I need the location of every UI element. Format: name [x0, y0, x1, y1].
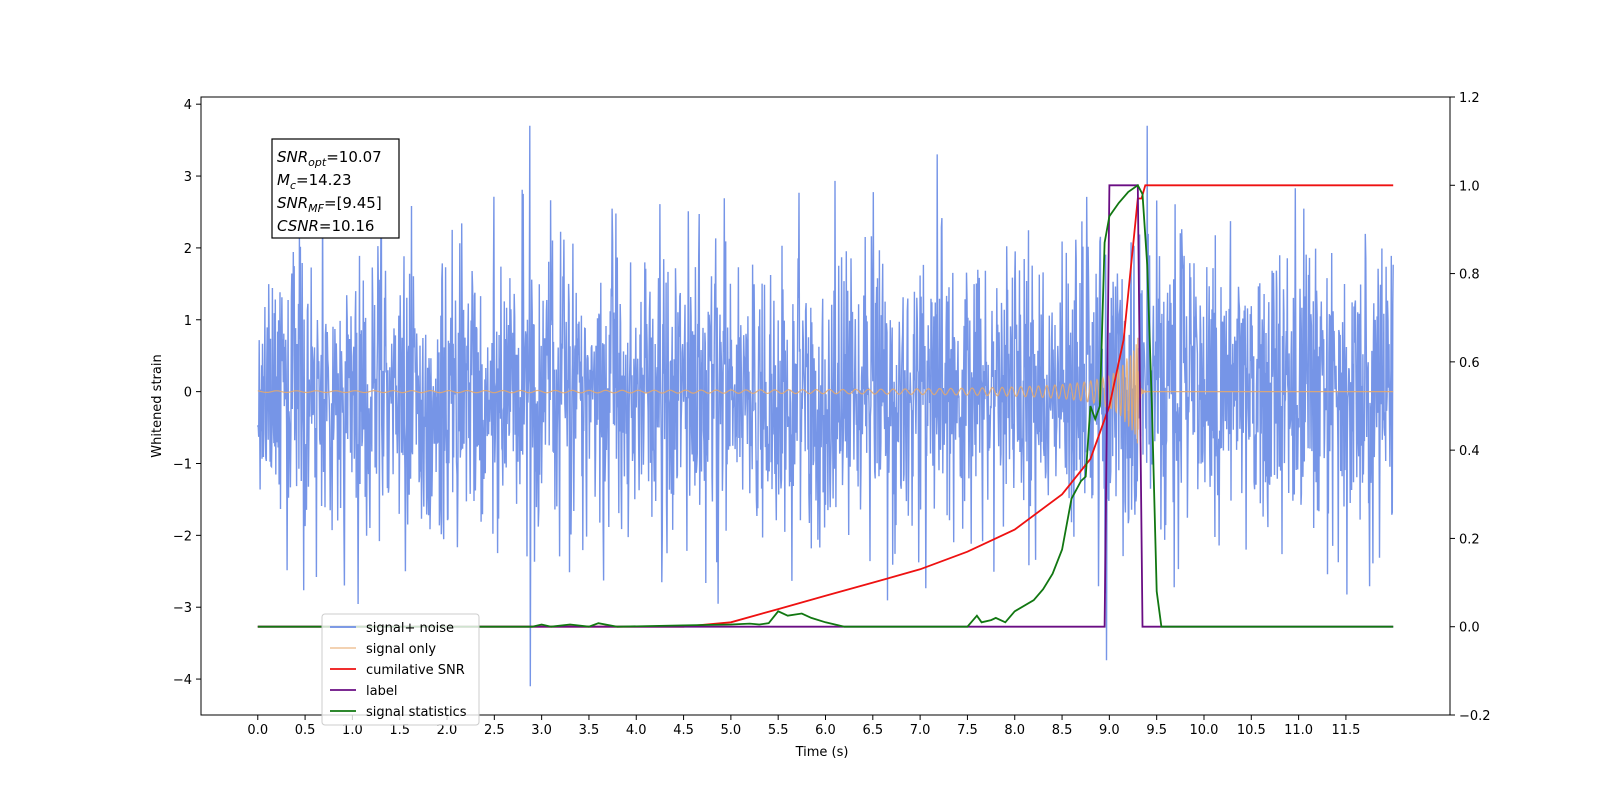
legend-label: label	[366, 684, 397, 699]
x-tick-label: 9.0	[1099, 723, 1120, 738]
x-tick-label: 8.5	[1052, 723, 1073, 738]
legend-label: cumilative SNR	[366, 663, 465, 678]
x-tick-label: 8.0	[1004, 723, 1025, 738]
x-tick-label: 1.0	[342, 723, 363, 738]
y-axis-label: Whitened strain	[150, 354, 165, 457]
y-tick-label: −3	[173, 601, 192, 616]
y-tick-label: 3	[184, 170, 192, 185]
y-tick-label: 0	[184, 386, 192, 401]
x-tick-label: 1.5	[389, 723, 410, 738]
annotation-line: CSNR=10.16	[277, 217, 374, 235]
y2-tick-label: 1.0	[1459, 179, 1480, 194]
x-tick-label: 4.5	[673, 723, 694, 738]
series-cumilative-snr	[257, 184, 1394, 628]
x-tick-label: 4.0	[626, 723, 647, 738]
x-tick-label: 0.5	[295, 723, 316, 738]
annotation-line: Mc=14.23	[277, 171, 352, 192]
y2-tick-label: 0.4	[1459, 444, 1480, 459]
y-tick-label: 4	[184, 98, 192, 113]
y2-tick-label: 0.8	[1459, 268, 1480, 283]
y2-tick-label: 1.2	[1459, 91, 1480, 106]
annotation-line: SNRopt=10.07	[277, 148, 382, 169]
x-tick-label: 7.0	[910, 723, 931, 738]
legend-label: signal statistics	[366, 705, 467, 720]
x-tick-label: 11.5	[1331, 723, 1360, 738]
y-tick-label: −2	[173, 529, 192, 544]
y-tick-label: −4	[173, 673, 192, 688]
x-tick-label: 2.5	[484, 723, 505, 738]
y-tick-label: 2	[184, 242, 192, 257]
x-tick-label: 11.0	[1284, 723, 1313, 738]
x-tick-label: 5.5	[768, 723, 789, 738]
x-tick-label: 7.5	[957, 723, 978, 738]
y2-tick-label: 0.0	[1459, 621, 1480, 636]
y-tick-label: 1	[184, 314, 192, 329]
y-tick-label: −1	[173, 457, 192, 472]
x-axis-label: Time (s)	[795, 745, 849, 760]
x-tick-label: 6.5	[862, 723, 883, 738]
series-signal-only	[257, 337, 1394, 444]
x-tick-label: 0.0	[247, 723, 268, 738]
x-tick-label: 6.0	[815, 723, 836, 738]
legend-label: signal only	[366, 642, 436, 657]
y2-tick-label: 0.6	[1459, 356, 1480, 371]
annotation-line: SNRMF=[9.45]	[277, 194, 382, 215]
x-tick-label: 10.0	[1190, 723, 1219, 738]
x-tick-label: 10.5	[1237, 723, 1266, 738]
legend: signal+ noise signal only cumilative SNR la…	[321, 613, 480, 726]
x-tick-label: 2.0	[437, 723, 458, 738]
x-tick-label: 9.5	[1146, 723, 1167, 738]
y2-tick-label: −0.2	[1459, 709, 1491, 724]
legend-label: signal+ noise	[366, 621, 454, 636]
series-signal-noise	[257, 125, 1394, 687]
x-tick-label: 3.0	[531, 723, 552, 738]
series-signal-statistics	[257, 183, 1394, 628]
x-tick-label: 3.5	[579, 723, 600, 738]
y2-tick-label: 0.2	[1459, 532, 1480, 547]
x-tick-label: 5.0	[721, 723, 742, 738]
